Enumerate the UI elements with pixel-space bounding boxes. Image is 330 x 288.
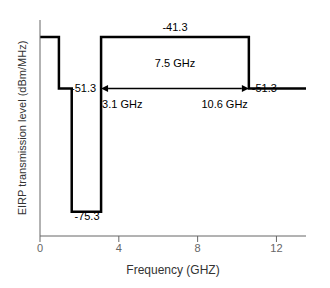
svg-text:Frequency (GHZ): Frequency (GHZ) <box>126 263 219 277</box>
svg-text:0: 0 <box>37 242 43 254</box>
svg-text:-41.3: -41.3 <box>162 21 187 33</box>
svg-text:-51.3: -51.3 <box>71 82 96 94</box>
svg-text:8: 8 <box>195 242 201 254</box>
svg-text:4: 4 <box>116 242 122 254</box>
svg-text:EIRP transmission level (dBm/M: EIRP transmission level (dBm/MHz) <box>16 41 28 216</box>
svg-text:-75.3: -75.3 <box>74 210 99 222</box>
svg-text:7.5 GHz: 7.5 GHz <box>155 57 195 69</box>
svg-text:-51.3: -51.3 <box>252 82 277 94</box>
svg-text:3.1 GHz: 3.1 GHz <box>102 98 142 110</box>
svg-text:10.6 GHz: 10.6 GHz <box>201 98 247 110</box>
svg-text:12: 12 <box>270 242 282 254</box>
